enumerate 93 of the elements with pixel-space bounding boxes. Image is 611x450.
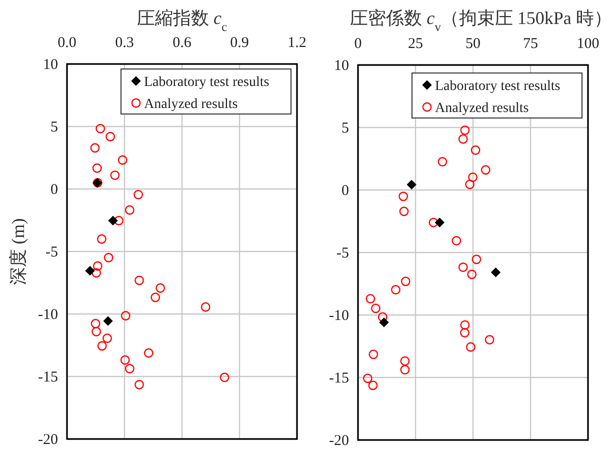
point <box>490 268 501 278</box>
chart-title: 圧密係数 c$_{v}$（拘束圧 150kPa 時） <box>350 8 611 34</box>
point <box>438 157 448 166</box>
point <box>108 216 118 226</box>
point <box>106 132 116 142</box>
point <box>368 380 378 390</box>
x-tick-label: 0.9 <box>230 35 249 51</box>
y-tick-label: -20 <box>329 433 349 449</box>
y-tick-label: 0 <box>342 183 349 199</box>
point <box>102 334 112 343</box>
y-tick-label: 0 <box>50 182 58 198</box>
point <box>366 294 376 304</box>
x-tick-label: 1.2 <box>288 35 306 51</box>
point <box>400 356 410 366</box>
point <box>85 266 95 276</box>
point <box>452 236 462 246</box>
point <box>120 355 130 365</box>
y-tick-label: 10 <box>334 58 349 74</box>
y-tick-label: -10 <box>38 307 58 323</box>
point <box>460 328 470 338</box>
point <box>458 262 468 272</box>
point <box>391 285 400 294</box>
point <box>200 302 210 312</box>
point <box>458 134 468 144</box>
point <box>468 172 478 182</box>
point <box>378 312 388 322</box>
y-tick-label: -15 <box>38 370 58 386</box>
point <box>110 170 120 180</box>
x-tick-label: 0.3 <box>115 35 134 51</box>
y-tick-label: 10 <box>43 57 58 73</box>
point <box>92 268 102 278</box>
point <box>470 145 480 155</box>
legend-label: Analyzed results <box>144 97 238 112</box>
y-tick-label: 5 <box>342 120 349 136</box>
point <box>406 180 416 190</box>
point <box>156 283 166 293</box>
chart-title: 圧縮指数 c$_{c}$ <box>136 8 228 34</box>
point <box>400 276 410 286</box>
point <box>368 350 378 360</box>
point <box>460 320 470 330</box>
x-tick-label: 75 <box>523 36 538 52</box>
x-tick-label: 25 <box>408 36 423 52</box>
point <box>92 261 102 271</box>
point <box>103 316 113 326</box>
point <box>480 165 490 175</box>
point <box>150 292 160 302</box>
point <box>465 180 474 190</box>
x-tick-label: 0.0 <box>58 35 76 51</box>
point <box>104 252 114 262</box>
point <box>96 124 106 134</box>
point <box>472 254 482 264</box>
x-tick-label: 50 <box>466 36 480 52</box>
x-tick-label: 100 <box>576 36 600 52</box>
point <box>124 364 134 374</box>
point <box>434 218 444 228</box>
legend-label: Laboratory test results <box>144 75 270 90</box>
point <box>92 163 102 173</box>
point <box>134 380 144 390</box>
point <box>399 206 409 216</box>
point <box>120 311 130 320</box>
legend-label: Laboratory test results <box>435 79 560 94</box>
point <box>92 326 102 336</box>
point <box>398 192 408 202</box>
y-tick-label: -5 <box>46 244 58 260</box>
point <box>400 365 410 374</box>
point <box>362 374 372 384</box>
point <box>96 234 106 244</box>
point <box>460 126 470 135</box>
point <box>134 276 144 286</box>
point <box>467 270 477 280</box>
point <box>124 205 134 215</box>
y-tick-label: -20 <box>38 432 58 448</box>
y-tick-label: -5 <box>336 246 349 262</box>
point <box>379 318 389 328</box>
x-tick-label: 0.6 <box>172 35 192 51</box>
point <box>90 318 100 328</box>
point <box>466 342 476 352</box>
point <box>134 190 143 200</box>
y-tick-label: 5 <box>50 120 58 136</box>
point <box>114 216 124 226</box>
y-axis-title: 深度 (m) <box>8 218 28 285</box>
y-tick-label: -15 <box>329 370 349 386</box>
point <box>484 335 494 344</box>
point <box>97 341 107 351</box>
y-tick-label: -10 <box>329 308 349 324</box>
point <box>144 348 154 358</box>
point <box>428 218 438 228</box>
point <box>90 143 100 153</box>
point <box>118 155 128 165</box>
point <box>371 304 380 314</box>
x-tick-label: 0 <box>354 36 362 52</box>
point <box>220 372 230 382</box>
legend-label: Analyzed results <box>435 101 529 116</box>
